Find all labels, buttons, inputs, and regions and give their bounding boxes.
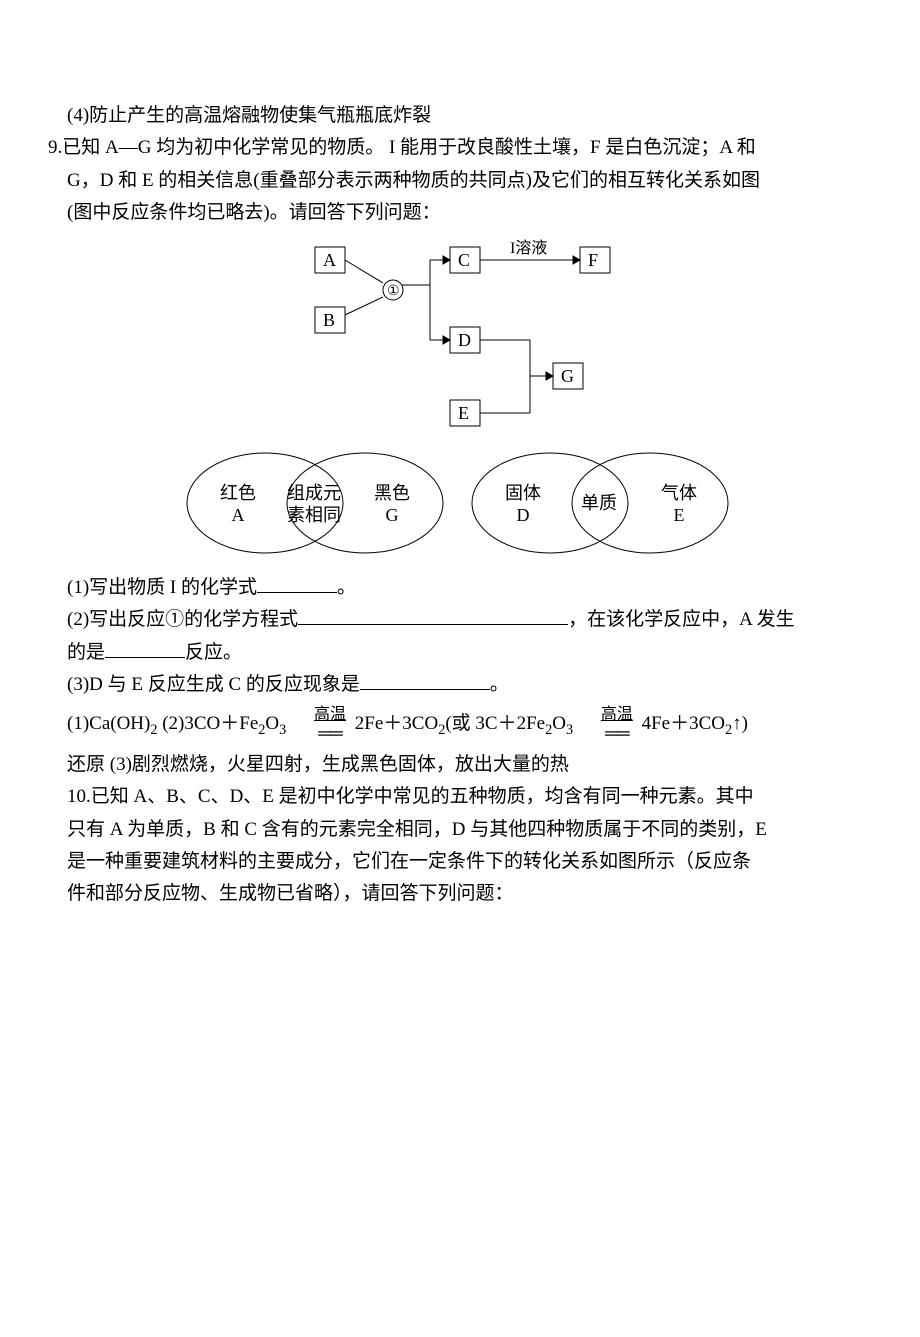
q9-p1: (1)写出物质 I 的化学式。 — [48, 572, 872, 604]
q9-flow-diagram: A B C F D G E ① I溶液 — [48, 235, 872, 435]
q9-venn-diagram: 红色 A 组成元 素相同 黑色 G 固体 D 单质 气体 E — [48, 441, 872, 566]
box-f: F — [588, 250, 598, 270]
venn-q: 单质 — [581, 493, 617, 513]
venn-l1: 红色 — [220, 483, 256, 503]
venn-p1: 固体 — [505, 483, 541, 503]
box-g: G — [561, 366, 574, 386]
q9-ans1: (1)Ca(OH)2 (2)3CO＋Fe2O3 高温══ 2Fe＋3CO2(或 … — [48, 707, 872, 743]
blank-1[interactable] — [257, 573, 337, 593]
venn-m2: 素相同 — [287, 505, 341, 525]
q10-l2: 只有 A 为单质，B 和 C 含有的元素完全相同，D 与其他四种物质属于不同的类… — [48, 814, 872, 846]
q9-ans2: 还原 (3)剧烈燃烧，火星四射，生成黑色固体，放出大量的热 — [48, 749, 872, 781]
box-a: A — [323, 250, 336, 270]
venn-m1: 组成元 — [287, 483, 341, 503]
cond-icon: 高温══ — [295, 707, 346, 743]
venn-r1: 黑色 — [374, 483, 410, 503]
q9-p3: (3)D 与 E 反应生成 C 的反应现象是。 — [48, 669, 872, 701]
blank-2[interactable] — [298, 605, 568, 625]
q8-part4: (4)防止产生的高温熔融物使集气瓶瓶底炸裂 — [48, 100, 872, 132]
circle-1: ① — [387, 284, 400, 299]
venn-s1: 气体 — [661, 483, 697, 503]
sol-label: I溶液 — [510, 239, 547, 257]
box-d: D — [458, 330, 471, 350]
q10-l4: 件和部分反应物、生成物已省略），请回答下列问题： — [48, 878, 872, 910]
q9-stem-l2: G，D 和 E 的相关信息(重叠部分表示两种物质的共同点)及它们的相互转化关系如… — [48, 165, 872, 197]
venn-l2: A — [232, 505, 245, 525]
q10-l3: 是一种重要建筑材料的主要成分，它们在一定条件下的转化关系如图所示（反应条 — [48, 846, 872, 878]
venn-p2: D — [517, 505, 530, 525]
q10-l1: 10.已知 A、B、C、D、E 是初中化学中常见的五种物质，均含有同一种元素。其… — [48, 781, 872, 813]
blank-4[interactable] — [360, 670, 490, 690]
cond-icon: 高温══ — [582, 707, 633, 743]
q9-stem-l1: 9.已知 A—G 均为初中化学常见的物质。 I 能用于改良酸性土壤，F 是白色沉… — [48, 132, 872, 164]
q9-p2b: 的是反应。 — [48, 637, 872, 669]
box-c: C — [458, 250, 470, 270]
venn-s2: E — [674, 505, 685, 525]
blank-3[interactable] — [105, 638, 185, 658]
q9-p2a: (2)写出反应①的化学方程式，在该化学反应中，A 发生 — [48, 604, 872, 636]
box-b: B — [323, 310, 335, 330]
q9-stem-l3: (图中反应条件均已略去)。请回答下列问题： — [48, 197, 872, 229]
box-e: E — [458, 403, 469, 423]
venn-r2: G — [386, 505, 399, 525]
